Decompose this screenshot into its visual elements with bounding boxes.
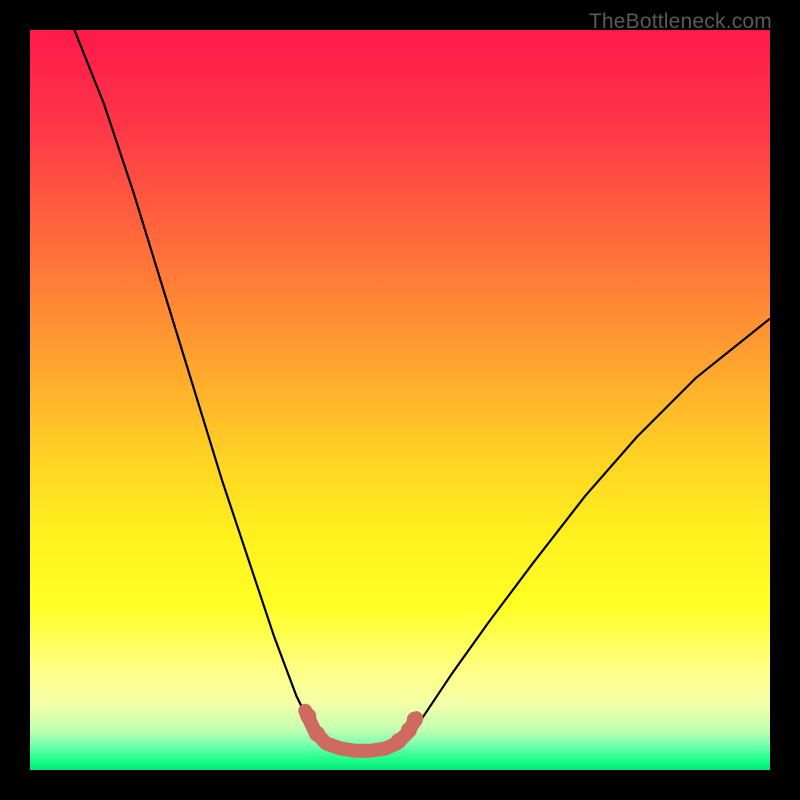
chart-background — [30, 30, 770, 770]
highlight-dot — [407, 712, 423, 728]
chart-svg — [30, 30, 770, 770]
plot-area — [30, 30, 770, 770]
highlight-dot — [300, 708, 316, 724]
highlight-dot — [309, 726, 325, 742]
watermark-text: TheBottleneck.com — [589, 10, 772, 34]
outer-frame: TheBottleneck.com — [0, 0, 800, 800]
